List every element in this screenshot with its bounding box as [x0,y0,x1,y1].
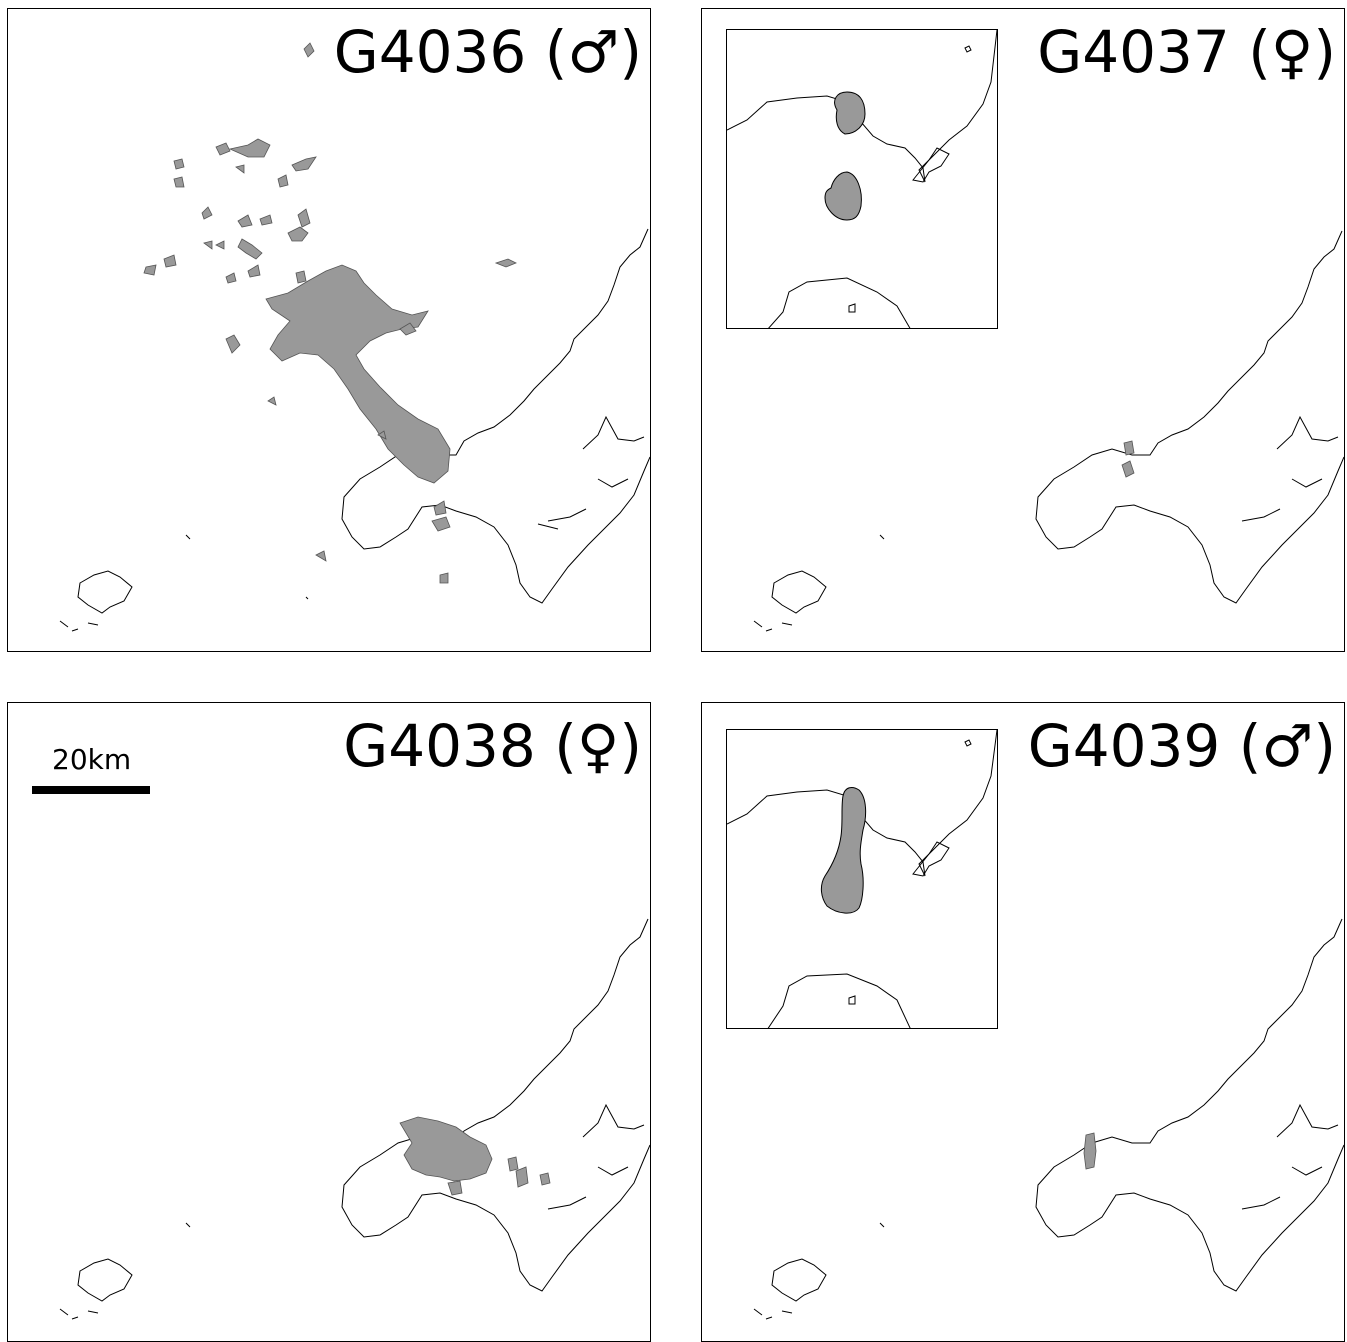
animal-id-label: G4038 (♀) [343,712,642,780]
scale-bar: 20km [32,743,150,794]
animal-id-label: G4037 (♀) [1037,18,1336,86]
map-g4039 [753,918,1344,1320]
inset-map [727,30,997,328]
animal-id-label: G4039 (♂) [1027,712,1336,780]
map-g4038 [59,918,650,1320]
range-polygons [143,42,517,584]
scale-bar-line [32,786,150,794]
coastline [341,918,650,1292]
coastline [1035,230,1344,604]
map-g4036 [59,42,650,632]
map-panel-g4037: G4037 (♀) [701,8,1345,652]
inset-range [820,787,867,914]
range-polygons [1121,440,1135,478]
islands [59,534,309,632]
map-panel-g4036: G4036 (♂) [7,8,651,652]
animal-id-label: G4036 (♂) [333,18,642,86]
coastline [1035,918,1344,1292]
range-polygons [1083,1132,1097,1170]
zoom-inset [726,729,998,1029]
zoom-inset [726,29,998,329]
inset-map [727,730,997,1028]
range-main [265,264,451,484]
islands [59,1222,191,1320]
coastline [341,228,650,604]
islands [753,1222,885,1320]
range-polygons [399,1116,551,1196]
inset-range [824,91,866,221]
islands [753,534,885,632]
map-panel-g4039: G4039 (♂) [701,702,1345,1342]
scale-bar-label: 20km [52,743,132,776]
map-g4037 [753,230,1344,632]
map-panel-g4038: 20km G4038 (♀) [7,702,651,1342]
